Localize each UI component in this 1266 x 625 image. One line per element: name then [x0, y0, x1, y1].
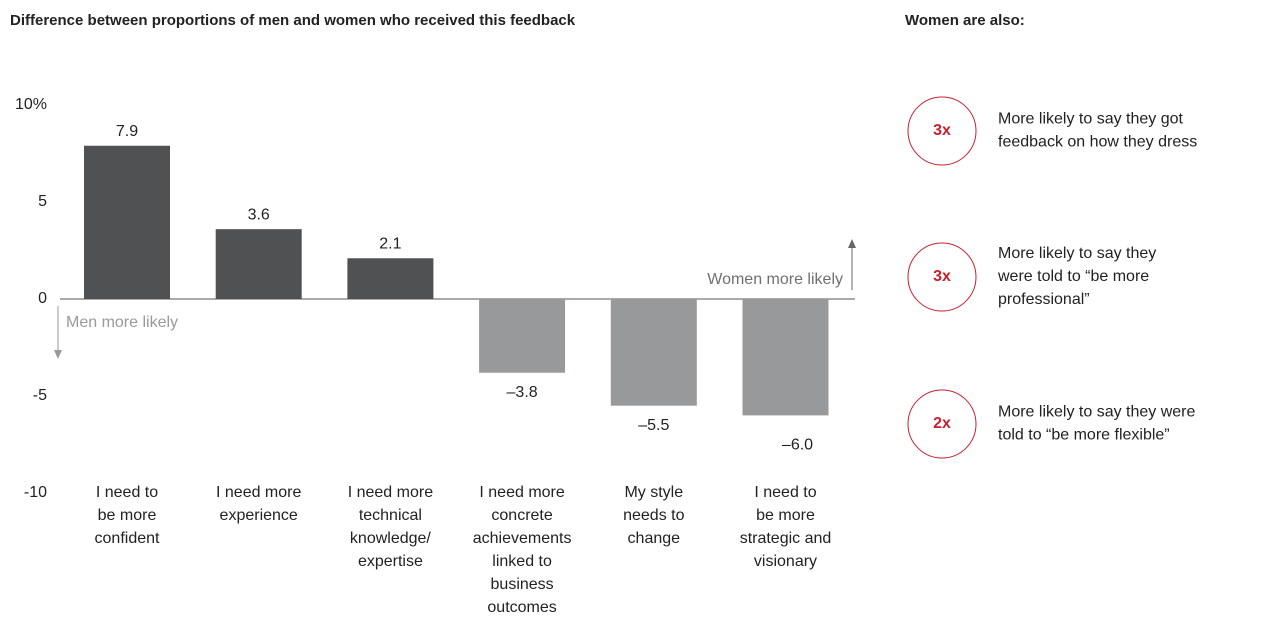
value-label: 2.1 — [379, 235, 401, 252]
x-tick-label: technical — [359, 507, 422, 524]
x-tick-label: I need more — [216, 484, 301, 501]
y-tick-label: 0 — [38, 290, 47, 307]
side-text: More likely to say they were — [998, 404, 1196, 421]
bar — [742, 299, 829, 416]
side-text: told to “be more flexible” — [998, 427, 1170, 444]
x-tick-label: experience — [220, 507, 298, 524]
x-tick-label: business — [491, 576, 554, 593]
side-title: Women are also: — [905, 12, 1025, 29]
bar — [479, 299, 566, 373]
side-text: More likely to say they got — [998, 111, 1184, 128]
x-tick-label: expertise — [358, 553, 423, 570]
badge-circle — [907, 96, 977, 166]
x-tick-label: achievements — [473, 530, 572, 547]
y-tick-label: -5 — [33, 387, 47, 404]
x-tick-label: visionary — [754, 553, 817, 570]
bar — [84, 145, 170, 299]
value-label: –5.5 — [638, 417, 669, 434]
badge-circle — [907, 242, 977, 312]
x-tick-label: I need more — [479, 484, 564, 501]
bar — [347, 258, 434, 299]
x-tick-label: be more — [756, 507, 815, 524]
x-tick-label: I need to — [754, 484, 816, 501]
x-tick-label: My style — [624, 484, 683, 501]
x-tick-label: concrete — [491, 507, 552, 524]
x-tick-label: confident — [95, 530, 160, 547]
x-tick-label: linked to — [492, 553, 552, 570]
side-text: professional” — [998, 291, 1090, 308]
side-text: More likely to say they — [998, 245, 1156, 262]
value-label: –3.8 — [507, 384, 538, 401]
annotation: Men more likely — [66, 314, 178, 331]
x-tick-label: I need to — [96, 484, 158, 501]
arrow-head — [848, 239, 856, 248]
x-tick-label: needs to — [623, 507, 684, 524]
badge-circle — [907, 389, 977, 459]
x-tick-label: knowledge/ — [350, 530, 432, 547]
side-text: were told to “be more — [997, 268, 1149, 285]
x-tick-label: be more — [98, 507, 157, 524]
x-tick-label: change — [628, 530, 681, 547]
value-label: 3.6 — [248, 206, 270, 223]
x-tick-label: strategic and — [740, 530, 832, 547]
side-text: feedback on how they dress — [998, 134, 1197, 151]
value-label: 7.9 — [116, 123, 138, 140]
value-label: –6.0 — [782, 437, 813, 454]
arrow-head — [54, 350, 62, 359]
y-tick-label: 10% — [15, 96, 47, 113]
x-tick-label: outcomes — [487, 599, 556, 616]
badge-text: 3x — [933, 268, 951, 285]
bar — [610, 299, 697, 406]
badge-text: 2x — [933, 415, 951, 432]
annotation: Women more likely — [707, 271, 843, 288]
chart-title: Difference between proportions of men an… — [10, 12, 576, 29]
bar — [215, 229, 302, 299]
y-tick-label: -10 — [24, 484, 47, 501]
badge-text: 3x — [933, 122, 951, 139]
y-tick-label: 5 — [38, 193, 47, 210]
x-tick-label: I need more — [348, 484, 433, 501]
